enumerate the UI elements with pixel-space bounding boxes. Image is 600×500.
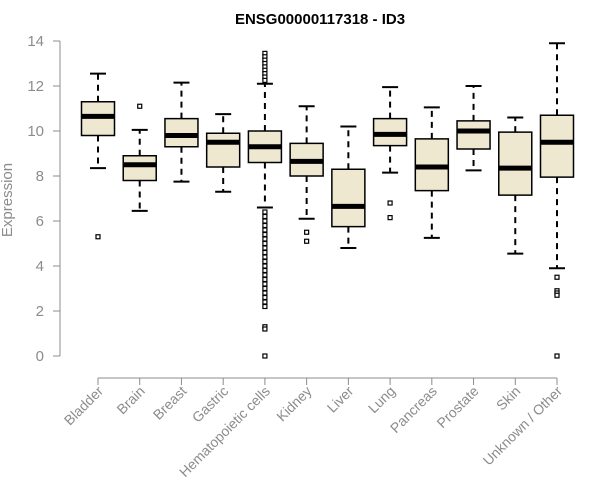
outlier-point (262, 290, 268, 296)
iqr-box (498, 131, 533, 196)
x-tick-label: Kidney (273, 383, 315, 425)
x-tick-label: Breast (150, 383, 190, 423)
x-tick-label: Brain (113, 383, 147, 417)
outlier-point (137, 103, 143, 109)
box-breast (164, 81, 199, 183)
outlier-point (304, 229, 310, 235)
box-skin (498, 116, 533, 255)
outlier-point (262, 299, 268, 305)
chart-title: ENSG00000117318 - ID3 (235, 11, 405, 28)
box-liver (331, 125, 366, 249)
y-tick-label: 14 (27, 33, 44, 50)
y-tick-label: 10 (27, 123, 44, 140)
x-tick-label: Bladder (61, 383, 107, 429)
box-bladder (80, 72, 116, 240)
outlier-point (387, 215, 393, 221)
box-prostate (456, 85, 491, 172)
box-kidney (289, 105, 324, 244)
outlier-point (262, 303, 268, 310)
outlier-point (262, 231, 268, 238)
outlier-point (304, 238, 310, 244)
outlier-point (262, 209, 268, 215)
iqr-box (205, 132, 241, 168)
y-axis-ticks: 0 2 4 6 8 10 12 14 (27, 33, 60, 365)
box-brain (122, 103, 157, 212)
outlier-point (262, 227, 268, 233)
y-tick-label: 6 (36, 213, 44, 230)
y-axis-label: Expression (0, 163, 16, 237)
outlier-point (262, 263, 268, 269)
boxes-group (80, 42, 575, 359)
outlier-point (387, 200, 393, 206)
box-lung (372, 86, 408, 221)
outlier-point (262, 77, 268, 83)
outlier-point (262, 222, 268, 229)
x-tick-label: Liver (324, 383, 357, 416)
outlier-point (262, 267, 268, 274)
x-tick-label: Skin (493, 383, 524, 414)
box-hematopoietic-cells (247, 50, 283, 359)
outlier-point (262, 353, 268, 359)
outlier-point (262, 236, 268, 242)
outlier-point (554, 274, 560, 280)
box-gastric (205, 113, 241, 193)
outlier-point (262, 254, 268, 260)
y-tick-label: 4 (36, 258, 44, 275)
outlier-point (262, 249, 268, 256)
outlier-point (262, 272, 268, 278)
outlier-point (554, 353, 560, 359)
iqr-box (539, 114, 575, 178)
outlier-point (262, 213, 268, 220)
iqr-box (122, 155, 157, 182)
x-tick-label: Lung (365, 383, 398, 416)
x-tick-label: Unknown / Other (480, 383, 566, 469)
x-tick-label: Prostate (433, 383, 481, 431)
outlier-point (262, 240, 268, 247)
outlier-point (262, 294, 268, 301)
outlier-point (95, 234, 101, 240)
outlier-point (262, 276, 268, 283)
outlier-point (262, 258, 268, 265)
outlier-point (262, 285, 268, 292)
outlier-point (554, 292, 560, 298)
box-pancreas (414, 106, 450, 239)
y-tick-label: 0 (36, 348, 44, 365)
y-tick-label: 12 (27, 78, 44, 95)
outlier-point (262, 281, 268, 287)
outlier-point (262, 326, 268, 332)
iqr-box (331, 168, 366, 228)
y-tick-label: 2 (36, 303, 44, 320)
iqr-box (456, 120, 491, 150)
box-unknown-other (539, 42, 575, 359)
outlier-point (262, 245, 268, 251)
outlier-point (262, 218, 268, 224)
iqr-box (164, 117, 199, 148)
y-tick-label: 8 (36, 168, 44, 185)
